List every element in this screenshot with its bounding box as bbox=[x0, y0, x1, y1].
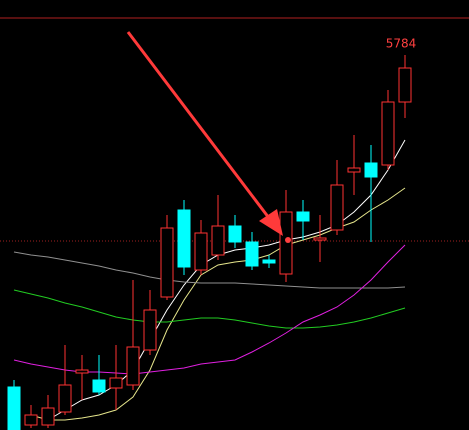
candle-body bbox=[398, 67, 412, 103]
arrow-head bbox=[259, 209, 283, 236]
high-label: 5784 bbox=[386, 37, 417, 51]
candles bbox=[7, 55, 412, 430]
candle-body bbox=[177, 209, 191, 268]
candle-body bbox=[7, 386, 21, 430]
ma-lines bbox=[13, 139, 406, 421]
candle-body bbox=[41, 407, 55, 426]
candle-body bbox=[194, 232, 208, 271]
candle-body bbox=[24, 414, 38, 426]
candle-body bbox=[143, 309, 157, 351]
candle-body bbox=[262, 259, 276, 264]
candle-body bbox=[211, 225, 225, 256]
candle-body bbox=[126, 346, 140, 386]
ma-line bbox=[47, 139, 406, 421]
candle-body bbox=[330, 184, 344, 231]
marker-dot bbox=[285, 237, 291, 243]
candle-body bbox=[313, 237, 327, 241]
ma-line bbox=[13, 289, 406, 329]
candle-body bbox=[228, 225, 242, 243]
candle-body bbox=[381, 101, 395, 166]
candle-body bbox=[245, 241, 259, 267]
ma-line bbox=[13, 251, 406, 289]
candle-body bbox=[364, 162, 378, 178]
candle-body bbox=[92, 379, 106, 393]
candle-body bbox=[160, 227, 174, 298]
ma-line bbox=[13, 244, 406, 375]
candle-body bbox=[109, 377, 123, 389]
candle-body bbox=[279, 211, 293, 275]
candle-body bbox=[347, 167, 361, 173]
arrow-shaft bbox=[126, 31, 274, 223]
candle-body bbox=[58, 384, 72, 413]
candle-body bbox=[296, 211, 310, 222]
candle-body bbox=[75, 369, 89, 374]
